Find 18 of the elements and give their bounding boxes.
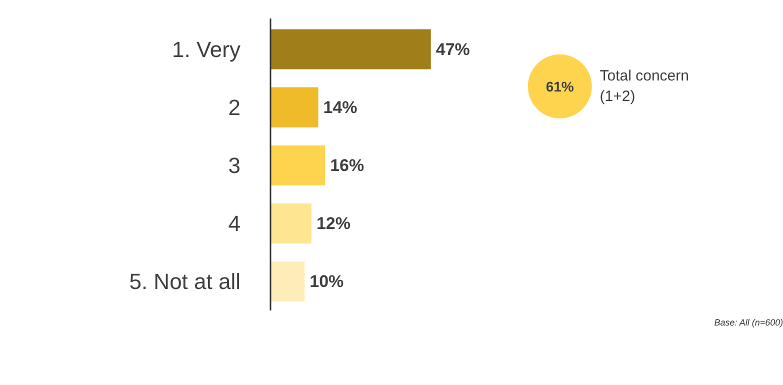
data-label: 47% [436, 40, 470, 59]
data-label: 10% [310, 272, 344, 291]
y-tick-label: 5. Not at all [129, 268, 241, 294]
text: 61% [546, 78, 574, 94]
y-tick-label: 1. Very [172, 36, 241, 62]
bar [270, 261, 305, 302]
text: Total concern (1+2) [600, 68, 689, 106]
y-tick-label: 2 [228, 94, 241, 120]
bar [270, 29, 431, 70]
y-tick-label: 3 [228, 152, 241, 178]
y-tick-label: 4 [228, 210, 241, 236]
bar [270, 87, 318, 128]
data-label: 16% [330, 156, 364, 175]
data-label: 12% [316, 214, 350, 233]
data-label: 14% [323, 98, 358, 117]
bar [270, 203, 312, 244]
text: Base: All (n=600) [714, 318, 783, 328]
bar [270, 145, 326, 186]
